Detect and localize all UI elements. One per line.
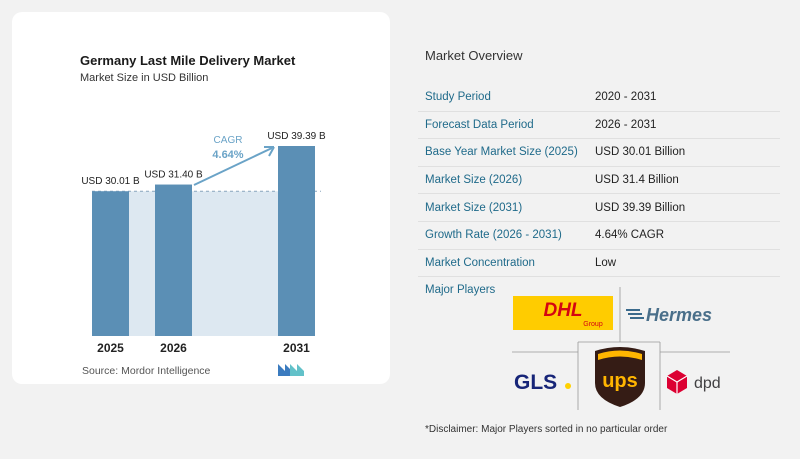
row-value: USD 30.01 Billion bbox=[595, 146, 686, 159]
row-key: Market Size (2031) bbox=[425, 201, 523, 214]
tick-label-2025: 2025 bbox=[97, 341, 124, 355]
bar-2026 bbox=[155, 184, 192, 336]
data-label-2026: USD 31.40 B bbox=[144, 170, 203, 181]
major-players-label: Major Players bbox=[425, 284, 496, 296]
svg-text:DHL: DHL bbox=[543, 300, 582, 321]
tick-label-2026: 2026 bbox=[160, 341, 187, 355]
table-row: Market Size (2026) USD 31.4 Billion bbox=[418, 167, 780, 195]
row-key: Forecast Data Period bbox=[425, 118, 534, 131]
row-key: Market Size (2026) bbox=[425, 174, 523, 187]
table-row: Market Concentration Low bbox=[418, 250, 780, 278]
source-label: Source: Mordor Intelligence bbox=[82, 365, 211, 377]
dhl-logo: DHL Group bbox=[513, 296, 613, 330]
row-key: Base Year Market Size (2025) bbox=[425, 146, 578, 159]
row-value: USD 31.4 Billion bbox=[595, 174, 679, 187]
table-row: Study Period 2020 - 2031 bbox=[418, 84, 780, 112]
cagr-arrow bbox=[193, 147, 273, 186]
table-row: Growth Rate (2026 - 2031) 4.64% CAGR bbox=[418, 222, 780, 250]
row-key: Growth Rate (2026 - 2031) bbox=[425, 229, 562, 242]
hermes-logo: Hermes bbox=[624, 300, 730, 328]
dpd-logo: dpd bbox=[664, 366, 730, 398]
svg-text:GLS: GLS bbox=[514, 371, 557, 394]
row-value: 4.64% CAGR bbox=[595, 229, 665, 242]
cagr-arrow-head bbox=[264, 146, 275, 157]
svg-text:ups: ups bbox=[602, 370, 638, 392]
svg-text:dpd: dpd bbox=[694, 375, 721, 392]
ups-logo: ups bbox=[591, 345, 649, 409]
gls-logo: GLS bbox=[512, 366, 574, 396]
table-row: Market Size (2031) USD 39.39 Billion bbox=[418, 194, 780, 222]
svg-text:Hermes: Hermes bbox=[646, 305, 712, 325]
bar-2031 bbox=[278, 146, 315, 336]
chart-subtitle: Market Size in USD Billion bbox=[80, 72, 209, 84]
cagr-value: 4.64% bbox=[212, 149, 243, 161]
row-key: Market Concentration bbox=[425, 256, 535, 269]
overview-heading: Market Overview bbox=[425, 48, 523, 63]
row-value: 2020 - 2031 bbox=[595, 91, 657, 104]
data-label-2025: USD 30.01 B bbox=[81, 176, 140, 187]
disclaimer-text: *Disclaimer: Major Players sorted in no … bbox=[425, 424, 668, 435]
bar-chart: USD 30.01 B 2025 USD 31.40 B 2026 USD 39.39 … bbox=[81, 131, 326, 355]
cagr-label: CAGR bbox=[214, 135, 243, 146]
svg-text:Group: Group bbox=[583, 321, 603, 328]
bar-2025 bbox=[92, 191, 129, 336]
row-key: Study Period bbox=[425, 91, 491, 104]
chart-title: Germany Last Mile Delivery Market bbox=[80, 53, 296, 68]
row-value: Low bbox=[595, 256, 617, 269]
tick-label-2031: 2031 bbox=[283, 341, 310, 355]
mordor-logo-icon bbox=[278, 364, 304, 376]
row-value: USD 39.39 Billion bbox=[595, 201, 686, 214]
table-row: Base Year Market Size (2025) USD 30.01 Bi… bbox=[418, 139, 780, 167]
table-row: Forecast Data Period 2026 - 2031 bbox=[418, 112, 780, 140]
data-label-2031: USD 39.39 B bbox=[267, 131, 326, 142]
overview-table: Study Period 2020 - 2031 Forecast Data Pe… bbox=[418, 84, 780, 278]
row-value: 2026 - 2031 bbox=[595, 118, 657, 131]
